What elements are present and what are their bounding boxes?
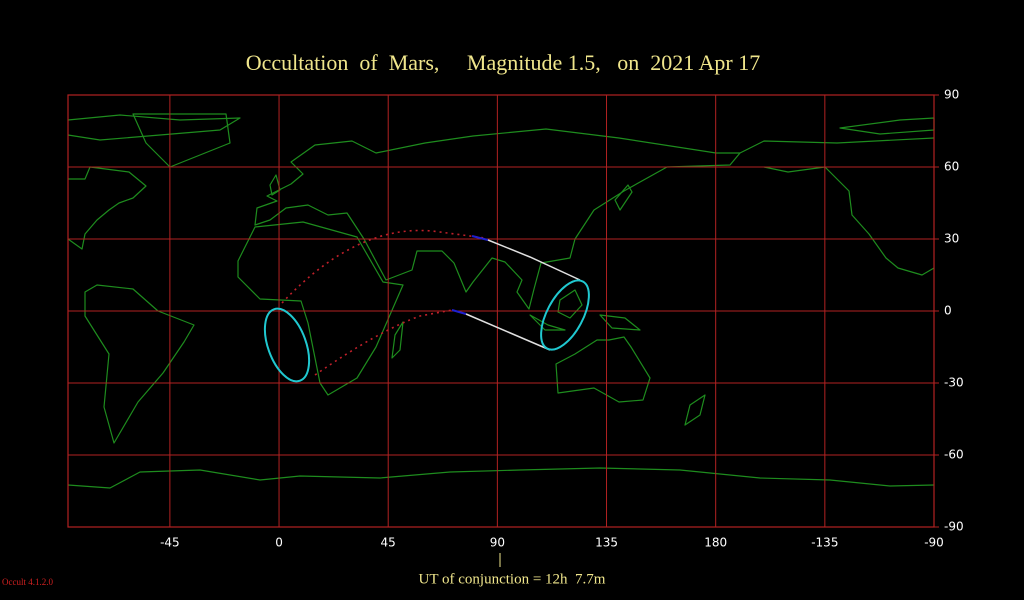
x-tick-label: 45 [381,536,396,550]
rise-set-curve [263,307,311,383]
path-south-limit-night [314,309,453,376]
x-tick-label: 180 [704,536,727,550]
y-tick-label: 30 [944,232,959,246]
x-tick-label: 0 [275,536,283,550]
x-tick-label: 90 [490,536,505,550]
x-tick-label: -45 [160,536,180,550]
y-tick-label: 60 [944,160,959,174]
y-tick-label: -60 [944,448,964,462]
conjunction-label: UT of conjunction = 12h 7.7m [419,571,606,587]
x-tick-label: 135 [595,536,618,550]
y-tick-label: -90 [944,520,964,534]
occultation-path [263,229,590,383]
path-twilight [471,235,489,241]
y-tick-label: -30 [944,376,964,390]
x-tick-label: -90 [924,536,944,550]
title: Occultation of Mars, Magnitude 1.5, on 2… [246,50,761,75]
path-twilight [451,309,467,315]
y-tick-label: 0 [944,304,952,318]
version-label: Occult 4.1.2.0 [2,577,53,587]
path-north-limit-day [487,239,581,281]
y-tick-label: 90 [944,88,959,102]
rise-set-curve [540,279,590,351]
path-south-limit-day [465,313,551,351]
x-tick-label: -135 [811,536,838,550]
